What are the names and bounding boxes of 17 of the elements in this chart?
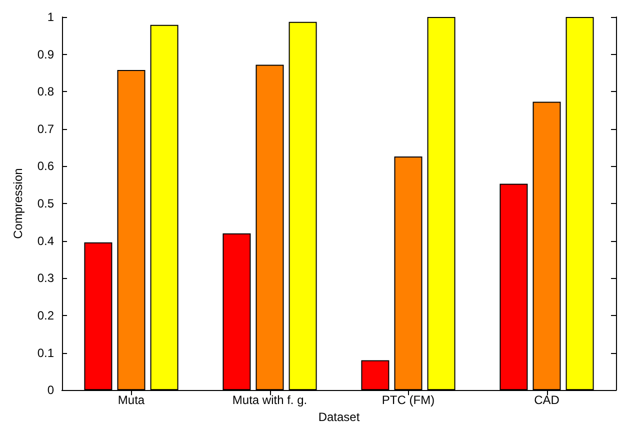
y-tick-label: 0.6 [37, 159, 54, 174]
y-tick-label: 0.5 [37, 196, 54, 211]
y-tick-label: 1 [47, 10, 54, 24]
y-tick-label: 0.8 [37, 84, 54, 99]
y-axis-title: Compression [11, 168, 25, 239]
x-tick-label: PTC (FM) [382, 393, 435, 408]
x-tick-label: CAD [534, 393, 560, 408]
y-tick-label: 0 [47, 383, 54, 398]
x-axis-title: Dataset [318, 410, 360, 424]
y-tick-label: 0.3 [37, 271, 54, 286]
x-tick-label: Muta [118, 393, 145, 408]
y-tick-label: 0.2 [37, 308, 54, 322]
y-tick-label: 0.1 [37, 346, 54, 360]
y-tick-label: 0.7 [37, 122, 54, 136]
y-tick-label: 0.9 [37, 47, 54, 62]
x-tick-label: Muta with f. g. [232, 393, 308, 408]
y-tick-label: 0.4 [37, 234, 54, 248]
